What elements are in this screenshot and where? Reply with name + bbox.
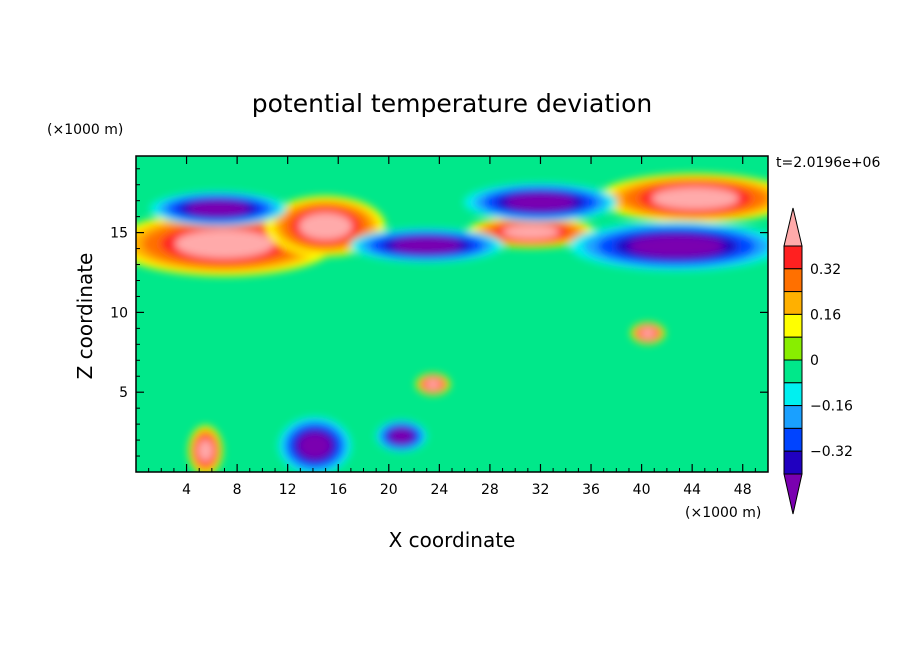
y-tick-label: 5 xyxy=(119,385,128,401)
x-tick-label: 40 xyxy=(633,482,651,498)
contour-blob-core xyxy=(390,428,413,444)
contour-blob-core xyxy=(651,187,739,210)
x-tick-label: 16 xyxy=(329,482,347,498)
contour-blob-core xyxy=(197,439,214,462)
colorbar-segment xyxy=(783,268,803,293)
colorbar-label: −0.16 xyxy=(810,399,853,415)
contour-blob-core xyxy=(425,379,441,390)
colorbar-segment xyxy=(783,245,803,270)
x-unit-label: (×1000 m) xyxy=(685,505,761,521)
contour-blob-core xyxy=(187,201,249,217)
x-tick-label: 36 xyxy=(582,482,600,498)
contour-blob-core xyxy=(298,432,332,459)
colorbar-segment xyxy=(783,359,803,384)
colorbar: −0.32 −0.16 0 0.16 0.32 xyxy=(783,207,853,515)
colorbar-bottom-arrow xyxy=(783,473,803,515)
contour-blob-core xyxy=(506,193,575,211)
contour-blob-core xyxy=(175,229,274,259)
colorbar-top-arrow xyxy=(783,207,803,247)
contour-blob-core xyxy=(640,328,656,338)
colorbar-label: −0.32 xyxy=(810,444,853,460)
x-tick-label: 28 xyxy=(481,482,499,498)
x-tick-label: 32 xyxy=(532,482,550,498)
x-tick-label: 24 xyxy=(430,482,448,498)
x-tick-label: 4 xyxy=(182,482,191,498)
contour-field xyxy=(136,156,768,472)
x-tick-label: 12 xyxy=(279,482,297,498)
x-tick-label: 44 xyxy=(683,482,701,498)
colorbar-segment xyxy=(783,336,803,361)
colorbar-segment xyxy=(783,405,803,429)
chart-title: potential temperature deviation xyxy=(252,89,652,118)
colorbar-label: 0.32 xyxy=(810,262,841,278)
colorbar-segment xyxy=(783,313,803,338)
contour-blob-core xyxy=(502,224,560,239)
x-tick-label: 20 xyxy=(380,482,398,498)
colorbar-segment xyxy=(783,427,803,452)
y-axis-label: Z coordinate xyxy=(73,253,97,380)
y-ticks: 5 10 15 xyxy=(110,168,768,457)
field-blobs xyxy=(136,173,768,472)
colorbar-label: 0.16 xyxy=(810,307,841,323)
colorbar-segment xyxy=(783,382,803,407)
y-unit-label: (×1000 m) xyxy=(47,122,123,138)
contour-blob-core xyxy=(392,237,461,254)
colorbar-label: 0 xyxy=(810,353,819,369)
x-axis-label: X coordinate xyxy=(389,528,516,552)
x-tick-label: 8 xyxy=(233,482,242,498)
y-tick-label: 15 xyxy=(110,226,128,242)
y-tick-label: 10 xyxy=(110,305,128,321)
contour-blob-core xyxy=(299,212,353,240)
contour-blob-core xyxy=(628,235,724,258)
colorbar-segment xyxy=(783,450,803,475)
colorbar-segment xyxy=(783,291,803,315)
x-ticks: 4 8 12 16 20 24 28 32 36 40 44 48 xyxy=(148,156,756,498)
x-tick-label: 48 xyxy=(734,482,752,498)
time-label: t=2.0196e+06 xyxy=(776,155,880,171)
